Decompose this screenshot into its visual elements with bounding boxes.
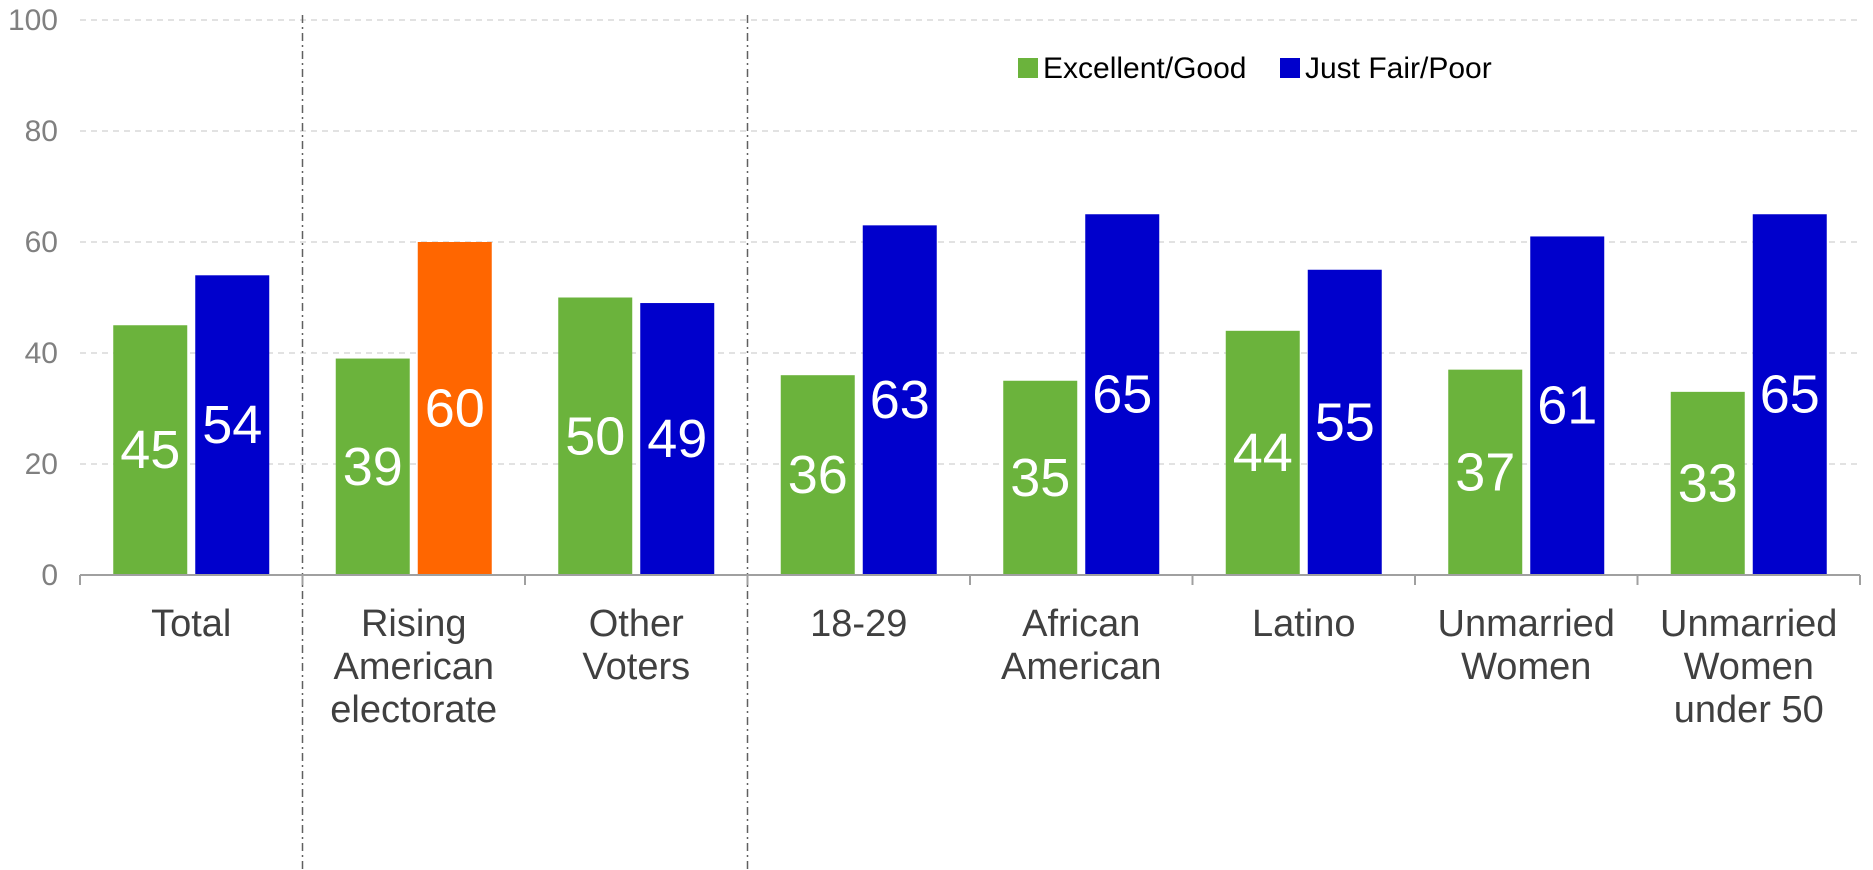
bar-excellent-good [558, 297, 633, 575]
bar-excellent-good [1003, 380, 1078, 575]
legend-swatch [1018, 58, 1038, 78]
bar-just-fair-poor [1530, 236, 1605, 575]
bar-just-fair-poor [1307, 269, 1382, 575]
data-label: 35 [1010, 448, 1070, 508]
x-category-label: Unmarried [1660, 603, 1837, 645]
bar-just-fair-poor [640, 303, 715, 575]
data-label: 33 [1678, 453, 1738, 513]
x-category-label: Women [1684, 646, 1814, 688]
legend-label: Just Fair/Poor [1305, 52, 1492, 85]
bar-excellent-good [1448, 369, 1523, 575]
data-label: 63 [870, 370, 930, 430]
y-tick-label: 20 [25, 448, 58, 481]
data-label: 50 [565, 406, 625, 466]
y-tick-label: 80 [25, 115, 58, 148]
data-label: 65 [1092, 365, 1152, 425]
y-tick-label: 100 [8, 4, 58, 37]
data-label: 60 [425, 379, 485, 439]
bar-excellent-good [335, 358, 410, 575]
x-category-label: Unmarried [1438, 603, 1615, 645]
bar-just-fair-poor [417, 242, 492, 575]
x-category-label: Voters [582, 646, 690, 688]
data-label: 54 [202, 395, 262, 455]
data-label: 39 [343, 437, 403, 497]
x-category-label: Total [151, 603, 231, 645]
x-category-label: Rising [361, 603, 467, 645]
bar-excellent-good [1670, 391, 1745, 575]
bar-just-fair-poor [862, 225, 937, 575]
x-category-label: American [1001, 646, 1162, 688]
data-label: 36 [788, 445, 848, 505]
bar-just-fair-poor [1752, 214, 1827, 575]
x-category-label: American [334, 646, 495, 688]
x-category-label: under 50 [1674, 689, 1824, 731]
bar-just-fair-poor [195, 275, 270, 575]
data-label: 49 [647, 409, 707, 469]
legend: Excellent/Good Just Fair/Poor [1018, 52, 1492, 85]
data-label: 45 [120, 420, 180, 480]
y-tick-label: 40 [25, 337, 58, 370]
bar-excellent-good [780, 375, 855, 575]
data-label: 37 [1455, 442, 1515, 502]
x-category-label: electorate [330, 689, 497, 731]
data-label: 55 [1315, 392, 1375, 452]
bar-excellent-good [1225, 330, 1300, 575]
axes: 0 20 40 60 80 100 [8, 4, 1861, 592]
legend-label: Excellent/Good [1043, 52, 1246, 85]
x-category-label: Women [1461, 646, 1591, 688]
x-category-label: Latino [1252, 603, 1356, 645]
legend-swatch [1280, 58, 1300, 78]
group-separators [301, 15, 749, 870]
bar-just-fair-poor [1085, 214, 1160, 575]
data-label: 44 [1233, 423, 1293, 483]
data-label: 65 [1760, 365, 1820, 425]
x-category-label: Other [589, 603, 684, 645]
y-tick-label: 60 [25, 226, 58, 259]
bar-excellent-good [113, 325, 188, 575]
x-category-label: 18-29 [810, 603, 907, 645]
data-label: 61 [1537, 376, 1597, 436]
x-category-label: African [1022, 603, 1140, 645]
y-tick-label: 0 [41, 559, 58, 592]
bars [113, 214, 1827, 575]
